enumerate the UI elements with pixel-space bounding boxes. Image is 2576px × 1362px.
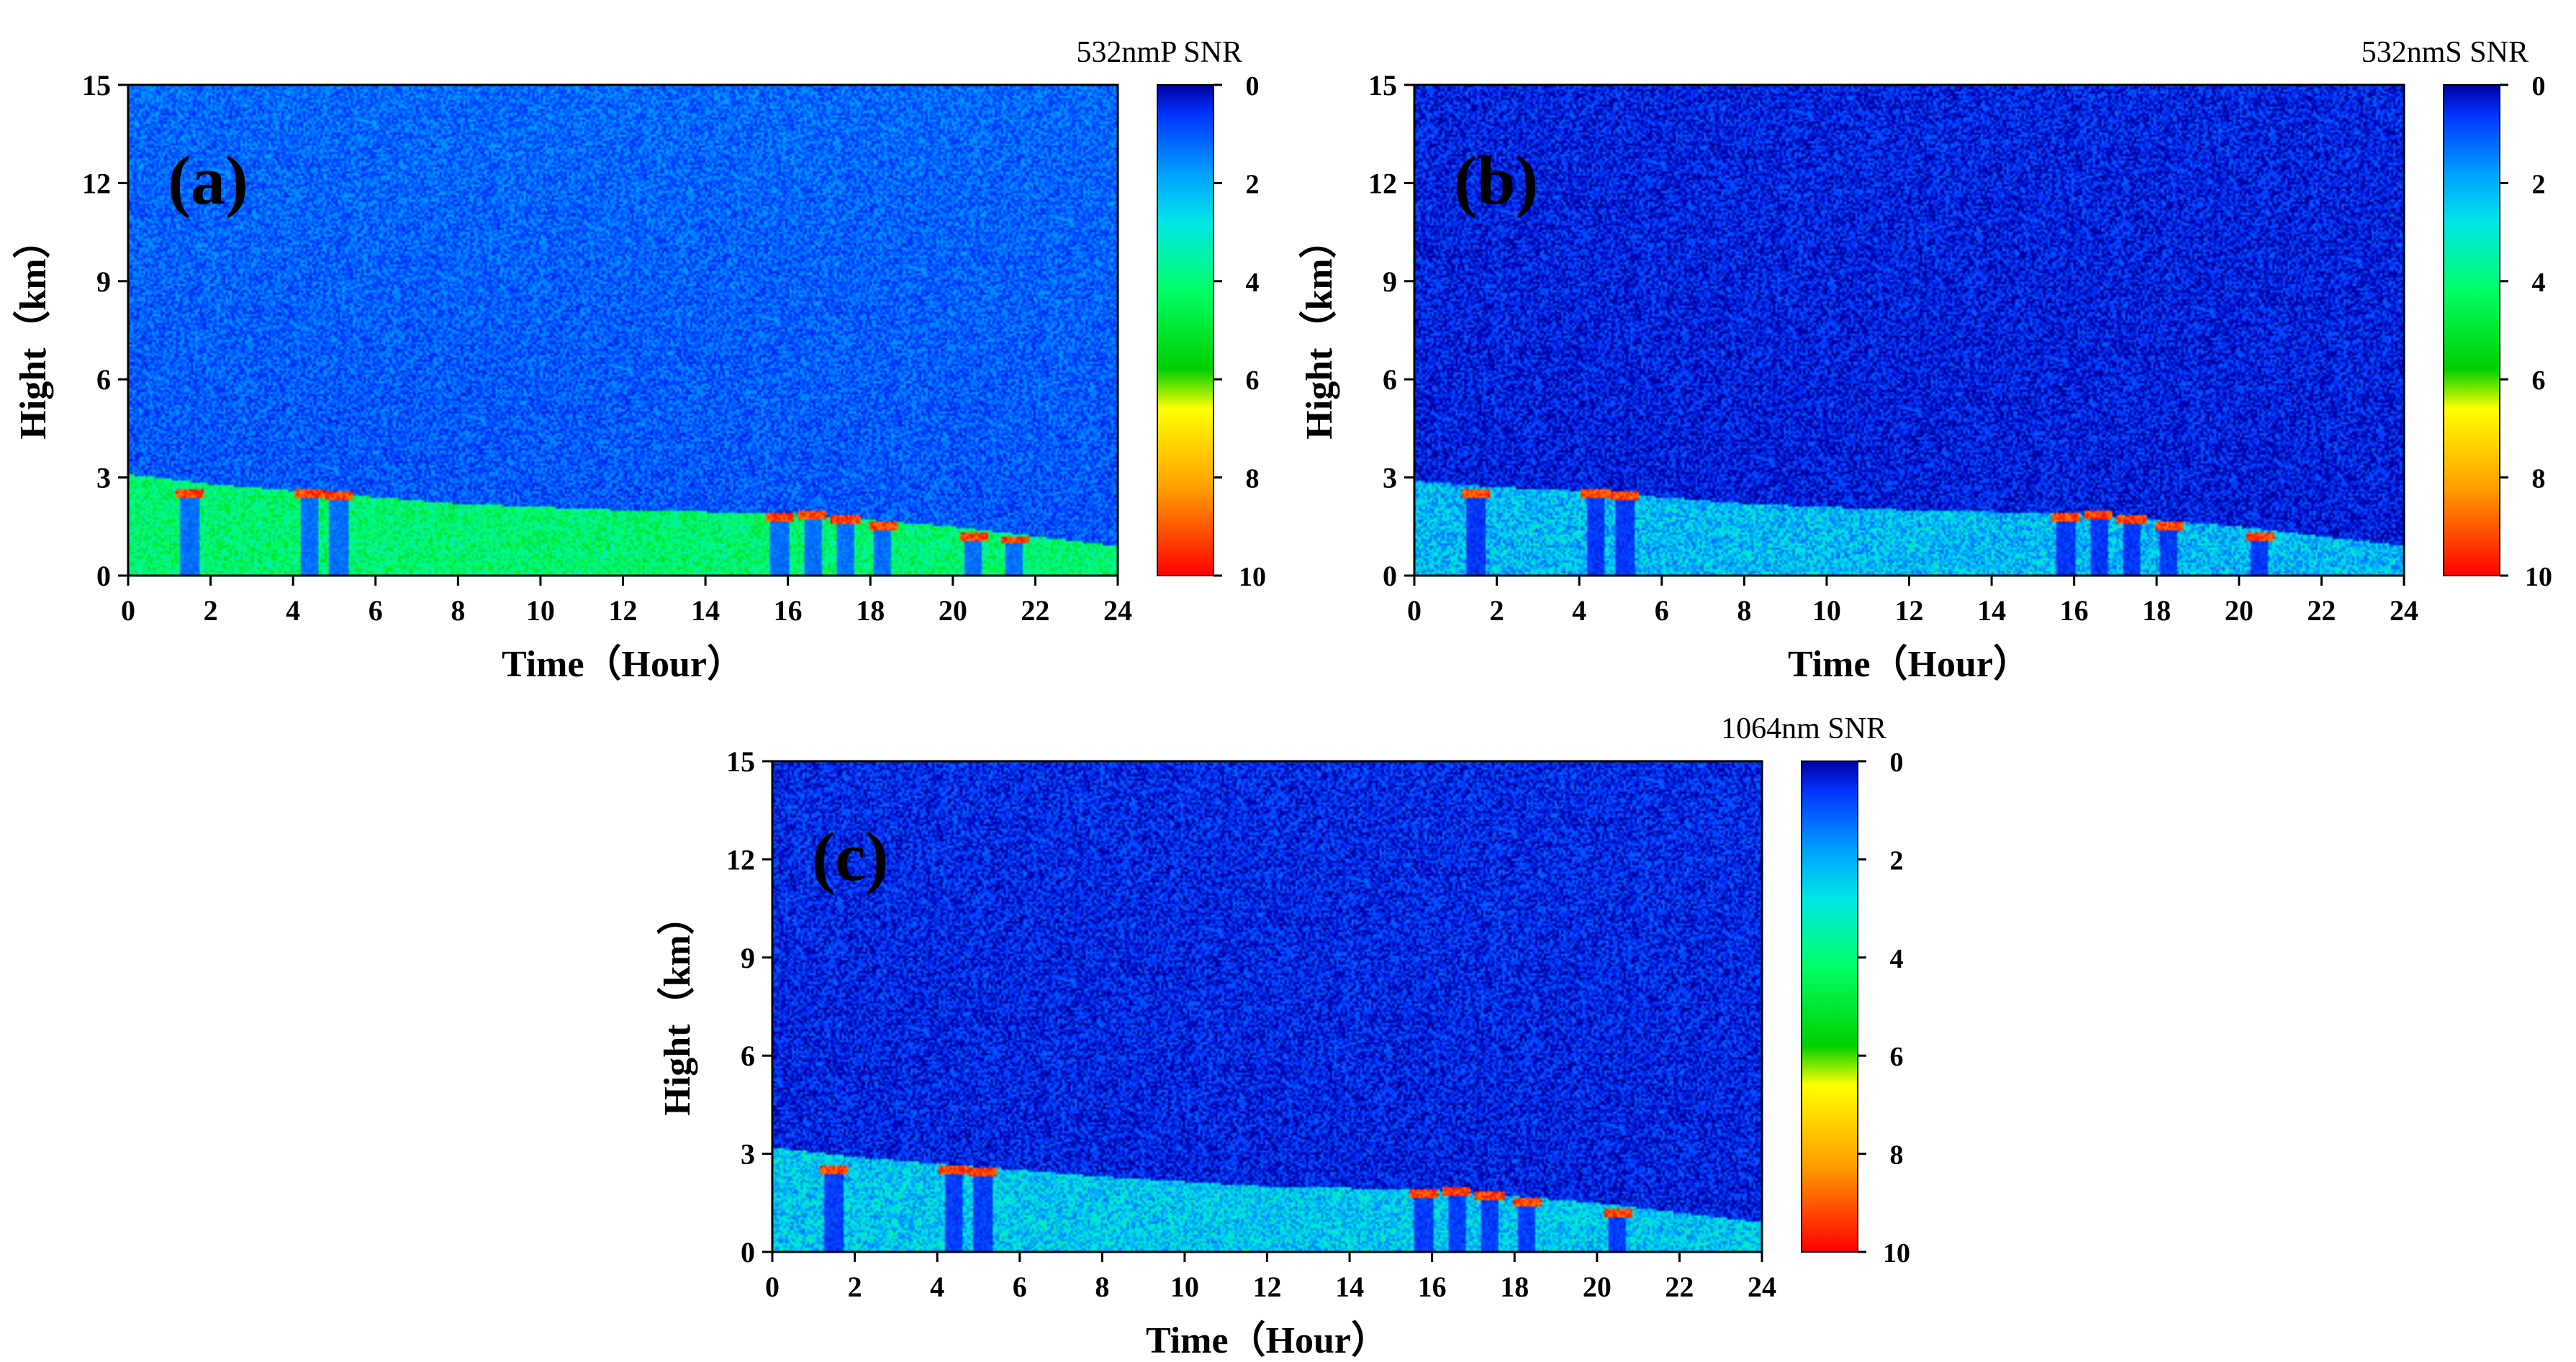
colorbar-tick-label: 10 bbox=[1239, 562, 1266, 592]
panel-label: (b) bbox=[1454, 142, 1538, 219]
x-tick-label: 24 bbox=[1103, 594, 1132, 627]
colorbar-tick-label: 8 bbox=[1246, 464, 1260, 494]
x-tick-label: 2 bbox=[848, 1271, 862, 1303]
x-tick-label: 8 bbox=[1095, 1271, 1109, 1303]
colorbar-tick-label: 0 bbox=[2532, 71, 2546, 101]
colorbar-tick-label: 6 bbox=[1246, 366, 1260, 396]
x-tick-label: 20 bbox=[2225, 594, 2254, 627]
x-tick-label: 14 bbox=[1977, 594, 2006, 627]
colorbar-tick-label: 4 bbox=[1890, 944, 1904, 974]
colorbar bbox=[1801, 761, 1858, 1253]
x-axis-label: Time（Hour） bbox=[1146, 1320, 1388, 1361]
colorbar-tick-label: 4 bbox=[2532, 268, 2546, 298]
x-tick-label: 14 bbox=[1335, 1271, 1364, 1303]
y-tick-label: 0 bbox=[1383, 560, 1397, 592]
x-tick-label: 14 bbox=[691, 594, 720, 627]
x-tick-label: 6 bbox=[1013, 1271, 1027, 1303]
x-tick-label: 10 bbox=[1170, 1271, 1199, 1303]
colorbar-tick-label: 10 bbox=[2525, 562, 2552, 592]
x-tick-label: 8 bbox=[451, 594, 465, 627]
x-tick-label: 6 bbox=[369, 594, 383, 627]
x-tick-label: 16 bbox=[2060, 594, 2089, 627]
colorbar bbox=[2443, 84, 2500, 576]
colorbar-tick-label: 10 bbox=[1883, 1238, 1910, 1268]
colorbar-tick-label: 4 bbox=[1246, 268, 1260, 298]
y-tick-label: 15 bbox=[82, 69, 111, 101]
x-tick-label: 6 bbox=[1655, 594, 1669, 627]
x-tick-label: 8 bbox=[1737, 594, 1751, 627]
heatmap-image bbox=[128, 85, 1118, 576]
y-tick-label: 15 bbox=[726, 745, 755, 778]
y-tick-label: 3 bbox=[96, 462, 111, 494]
x-tick-label: 2 bbox=[1490, 594, 1504, 627]
colorbar-title: 1064nm SNR bbox=[1721, 712, 1886, 745]
x-tick-label: 0 bbox=[121, 594, 135, 627]
x-tick-label: 22 bbox=[2307, 594, 2336, 627]
colorbar-title: 532nmP SNR bbox=[1076, 36, 1242, 69]
x-tick-label: 4 bbox=[286, 594, 300, 627]
y-axis-label: Hight（km） bbox=[1298, 221, 1340, 439]
x-tick-label: 24 bbox=[2390, 594, 2418, 627]
y-tick-label: 12 bbox=[1368, 167, 1397, 199]
y-tick-label: 6 bbox=[741, 1040, 755, 1072]
y-tick-label: 0 bbox=[741, 1236, 755, 1268]
y-tick-label: 15 bbox=[1368, 69, 1397, 101]
x-tick-label: 16 bbox=[774, 594, 803, 627]
x-axis-label: Time（Hour） bbox=[502, 643, 744, 685]
colorbar bbox=[1157, 84, 1214, 576]
x-tick-label: 20 bbox=[1583, 1271, 1612, 1303]
x-tick-label: 0 bbox=[765, 1271, 779, 1303]
y-tick-label: 6 bbox=[1383, 363, 1397, 396]
x-tick-label: 24 bbox=[1748, 1271, 1776, 1303]
y-tick-label: 0 bbox=[96, 560, 111, 592]
x-tick-label: 18 bbox=[856, 594, 885, 627]
y-tick-label: 3 bbox=[1383, 462, 1397, 494]
x-tick-label: 20 bbox=[939, 594, 967, 627]
y-tick-label: 12 bbox=[82, 167, 111, 199]
x-tick-label: 12 bbox=[1253, 1271, 1282, 1303]
x-tick-label: 18 bbox=[2142, 594, 2171, 627]
colorbar-tick-label: 6 bbox=[1890, 1042, 1904, 1072]
x-tick-label: 18 bbox=[1500, 1271, 1529, 1303]
colorbar-tick-label: 0 bbox=[1246, 71, 1260, 101]
x-tick-label: 10 bbox=[526, 594, 555, 627]
y-tick-label: 9 bbox=[741, 942, 755, 974]
colorbar-title: 532nmS SNR bbox=[2362, 36, 2528, 69]
panel-a: (a)0 2 4 6 8 10 12 14 16 18 20 22 2403691215Time（Hou… bbox=[12, 36, 1266, 685]
y-axis-label: Hight（km） bbox=[656, 897, 698, 1115]
colorbar-tick-label: 8 bbox=[1890, 1140, 1904, 1171]
x-tick-label: 10 bbox=[1812, 594, 1841, 627]
colorbar-tick-label: 2 bbox=[1246, 169, 1260, 199]
y-tick-label: 6 bbox=[96, 363, 111, 396]
x-tick-label: 22 bbox=[1021, 594, 1049, 627]
panel-b: (b)0 2 4 6 8 10 12 14 16 18 20 22 2403691215Time（Hou… bbox=[1298, 36, 2552, 685]
x-tick-label: 4 bbox=[1572, 594, 1586, 627]
panel-label: (c) bbox=[812, 818, 889, 895]
heatmap-image bbox=[772, 761, 1762, 1252]
colorbar-tick-label: 2 bbox=[1890, 845, 1904, 876]
x-tick-label: 0 bbox=[1407, 594, 1422, 627]
colorbar-tick-label: 8 bbox=[2532, 464, 2546, 494]
x-tick-label: 4 bbox=[930, 1271, 944, 1303]
x-tick-label: 2 bbox=[204, 594, 218, 627]
panel-c: (c)0 2 4 6 8 10 12 14 16 18 20 22 2403691215Time（Hou… bbox=[656, 712, 1910, 1361]
y-axis-label: Hight（km） bbox=[12, 221, 54, 439]
x-tick-label: 16 bbox=[1418, 1271, 1447, 1303]
colorbar-tick-label: 6 bbox=[2532, 366, 2546, 396]
x-tick-label: 22 bbox=[1665, 1271, 1694, 1303]
colorbar-tick-label: 2 bbox=[2532, 169, 2546, 199]
x-tick-label: 12 bbox=[609, 594, 638, 627]
heatmap-image bbox=[1414, 85, 2404, 576]
y-tick-label: 9 bbox=[96, 265, 111, 298]
y-tick-label: 3 bbox=[741, 1138, 755, 1171]
y-tick-label: 12 bbox=[726, 843, 755, 876]
panel-label: (a) bbox=[168, 142, 248, 219]
x-tick-label: 12 bbox=[1895, 594, 1924, 627]
y-tick-label: 9 bbox=[1383, 265, 1397, 298]
colorbar-tick-label: 0 bbox=[1890, 748, 1904, 778]
x-axis-label: Time（Hour） bbox=[1788, 643, 2030, 685]
